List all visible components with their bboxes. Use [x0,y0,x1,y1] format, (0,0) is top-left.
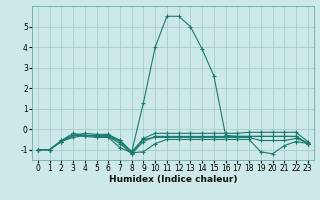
X-axis label: Humidex (Indice chaleur): Humidex (Indice chaleur) [108,175,237,184]
